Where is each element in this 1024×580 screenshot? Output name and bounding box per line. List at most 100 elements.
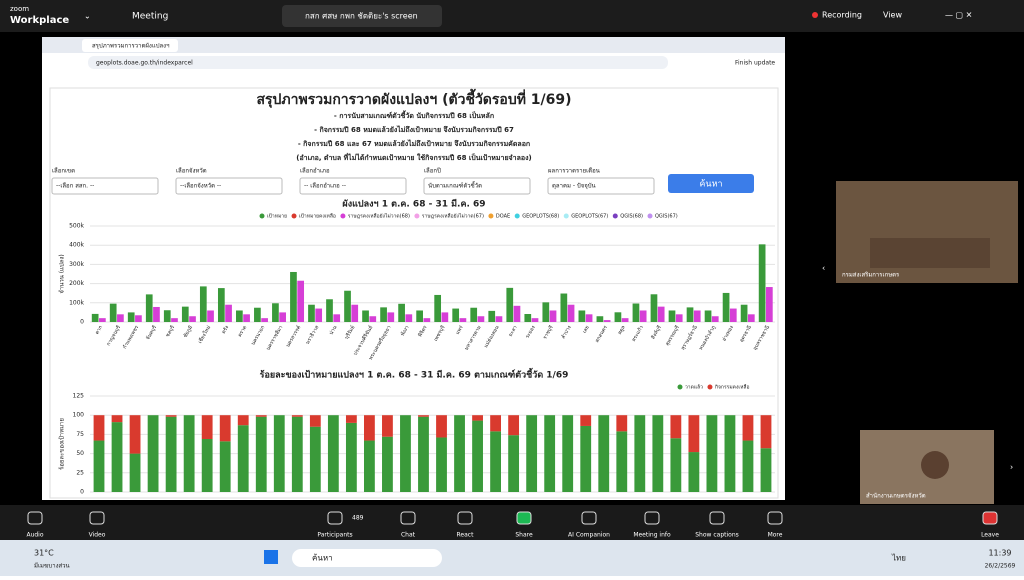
bar-segment bbox=[580, 415, 592, 426]
filter-select[interactable] bbox=[547, 177, 655, 195]
bar bbox=[711, 316, 719, 322]
meeting-label[interactable]: Meeting bbox=[132, 12, 168, 22]
bar-segment bbox=[382, 415, 393, 437]
filter-value: ตุลาคม - ปัจจุบัน bbox=[552, 183, 596, 190]
filter-value: --เลือก สสก. -- bbox=[56, 182, 94, 190]
y-axis-label: จำนวน (แปลง) bbox=[59, 254, 66, 293]
tool-icon[interactable] bbox=[400, 511, 416, 525]
lang[interactable]: ไทย bbox=[891, 554, 906, 563]
view[interactable]: View bbox=[883, 11, 902, 20]
bar bbox=[639, 310, 647, 322]
bar bbox=[441, 312, 449, 322]
bar bbox=[171, 318, 178, 322]
tool-icon[interactable] bbox=[457, 511, 473, 525]
legend-label: GEOPLOTS(68) bbox=[522, 214, 559, 220]
filter-select[interactable] bbox=[175, 177, 283, 195]
bar bbox=[531, 318, 539, 322]
search-button[interactable] bbox=[668, 174, 754, 193]
screen-tab[interactable] bbox=[282, 5, 442, 27]
y-tick-label: 0 bbox=[80, 489, 84, 496]
tool-icon[interactable] bbox=[767, 511, 783, 525]
filter-label: เลือกปี bbox=[424, 167, 441, 175]
bar bbox=[362, 310, 369, 322]
bar-segment bbox=[345, 422, 357, 492]
temp: 31°C bbox=[34, 549, 54, 558]
bar bbox=[416, 310, 423, 322]
y-tick-label: 0 bbox=[80, 319, 84, 326]
bar-segment bbox=[724, 415, 736, 492]
browser-tab[interactable] bbox=[82, 39, 178, 52]
tool-icon[interactable] bbox=[644, 511, 660, 525]
bar-segment bbox=[309, 426, 321, 492]
recording[interactable]: Recording bbox=[822, 11, 862, 20]
tool-label: React bbox=[457, 532, 475, 539]
bar-segment bbox=[237, 425, 249, 492]
bar bbox=[704, 310, 712, 322]
bar bbox=[596, 316, 604, 322]
bar-segment bbox=[345, 415, 357, 423]
participant-count: 489 bbox=[352, 515, 364, 522]
tool-icon[interactable] bbox=[327, 511, 343, 525]
bar-segment bbox=[147, 415, 159, 492]
x-tick-label: เลย bbox=[582, 325, 591, 335]
legend-swatch bbox=[414, 213, 420, 219]
tool-label: Audio bbox=[26, 532, 43, 539]
bar bbox=[369, 316, 377, 322]
bar-segment bbox=[255, 416, 267, 492]
filter-select[interactable] bbox=[423, 177, 531, 195]
bar-segment bbox=[418, 416, 429, 492]
bar bbox=[632, 303, 640, 322]
tool-icon[interactable] bbox=[89, 511, 105, 525]
prev-page[interactable]: ‹ bbox=[822, 264, 825, 273]
tool-icon[interactable] bbox=[709, 511, 725, 525]
bar-segment bbox=[688, 452, 700, 492]
filter-select[interactable] bbox=[299, 177, 407, 195]
search-box[interactable] bbox=[292, 549, 442, 567]
time: 11:39 bbox=[988, 549, 1011, 558]
bar-segment bbox=[400, 415, 411, 492]
bar-segment bbox=[508, 415, 520, 436]
tool-label: Chat bbox=[401, 532, 416, 539]
video-name: กรมส่งเสริมการเกษตร bbox=[842, 272, 900, 279]
tool-icon[interactable] bbox=[516, 511, 532, 525]
bar-segment bbox=[364, 415, 375, 441]
bar-segment bbox=[291, 416, 303, 492]
bar bbox=[758, 244, 766, 322]
bar-segment bbox=[490, 431, 501, 492]
rec-dot bbox=[812, 12, 818, 18]
start[interactable] bbox=[264, 550, 278, 564]
win-controls[interactable]: — ▢ ✕ bbox=[945, 11, 972, 20]
bar bbox=[549, 310, 557, 322]
bar-segment bbox=[165, 416, 177, 492]
taskbar bbox=[0, 540, 1024, 576]
zoom-topbar bbox=[0, 0, 1024, 32]
x-tick-label: ตราด bbox=[237, 325, 248, 338]
bar-segment bbox=[598, 415, 610, 492]
y-tick-label: 75 bbox=[76, 431, 84, 438]
bar bbox=[740, 304, 748, 322]
bar-segment bbox=[364, 440, 375, 492]
tool-icon[interactable] bbox=[982, 511, 998, 525]
bar bbox=[585, 314, 593, 322]
legend-label: วาดแล้ว bbox=[685, 384, 703, 391]
bar-segment bbox=[93, 415, 105, 441]
bar-segment bbox=[508, 435, 520, 492]
weather: มีเมฆบางส่วน bbox=[34, 562, 70, 570]
bar bbox=[578, 310, 586, 322]
bar-segment bbox=[201, 439, 213, 492]
tool-icon[interactable] bbox=[581, 511, 597, 525]
bar-segment bbox=[382, 436, 393, 492]
bar bbox=[506, 287, 514, 322]
note: - กิจกรรมปี 68 และ 67 หมดแล้วยังไม่ถึงเป… bbox=[298, 139, 530, 148]
bar bbox=[423, 318, 431, 322]
next-page[interactable]: › bbox=[1010, 463, 1013, 472]
bar bbox=[614, 312, 622, 322]
bar bbox=[91, 313, 99, 322]
tool-icon[interactable] bbox=[27, 511, 43, 525]
finish-update[interactable]: Finish update bbox=[735, 60, 775, 67]
dashboard-title: สรุปภาพรวมการวาดผังแปลงฯ (ตัวชี้วัดรอบที… bbox=[256, 88, 571, 108]
bar-segment bbox=[652, 415, 664, 492]
filter-select[interactable] bbox=[51, 177, 159, 195]
legend-swatch bbox=[612, 213, 618, 219]
url-box[interactable] bbox=[88, 56, 668, 69]
